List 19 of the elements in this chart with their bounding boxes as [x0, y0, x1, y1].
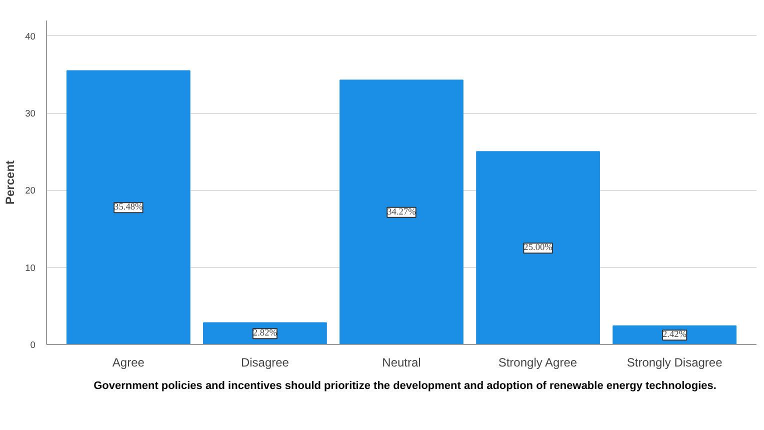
data-label: 35.48% — [114, 202, 144, 213]
x-tick-label: Agree — [112, 356, 145, 370]
y-axis-title: Percent — [3, 160, 18, 205]
y-tick-label: 20 — [25, 186, 36, 196]
y-tick-label: 40 — [25, 31, 36, 42]
bar — [476, 151, 600, 344]
y-tick-label: 0 — [30, 340, 36, 350]
x-tick-label: Strongly Disagree — [626, 356, 723, 370]
x-tick-label: Neutral — [382, 356, 421, 370]
x-axis-title: Government policies and incentives should prioritize the development and adoption of renewable energy technologies. — [92, 380, 718, 392]
y-tick-label: 10 — [25, 262, 36, 273]
y-tick-label: 30 — [25, 108, 36, 119]
x-tick-label: Disagree — [240, 356, 290, 370]
bar — [203, 322, 327, 344]
data-label: 25.00% — [524, 243, 553, 254]
bar — [66, 70, 190, 344]
x-tick-label: Strongly Agree — [498, 356, 578, 370]
data-label: 34.27% — [387, 207, 416, 218]
bar — [340, 80, 464, 344]
